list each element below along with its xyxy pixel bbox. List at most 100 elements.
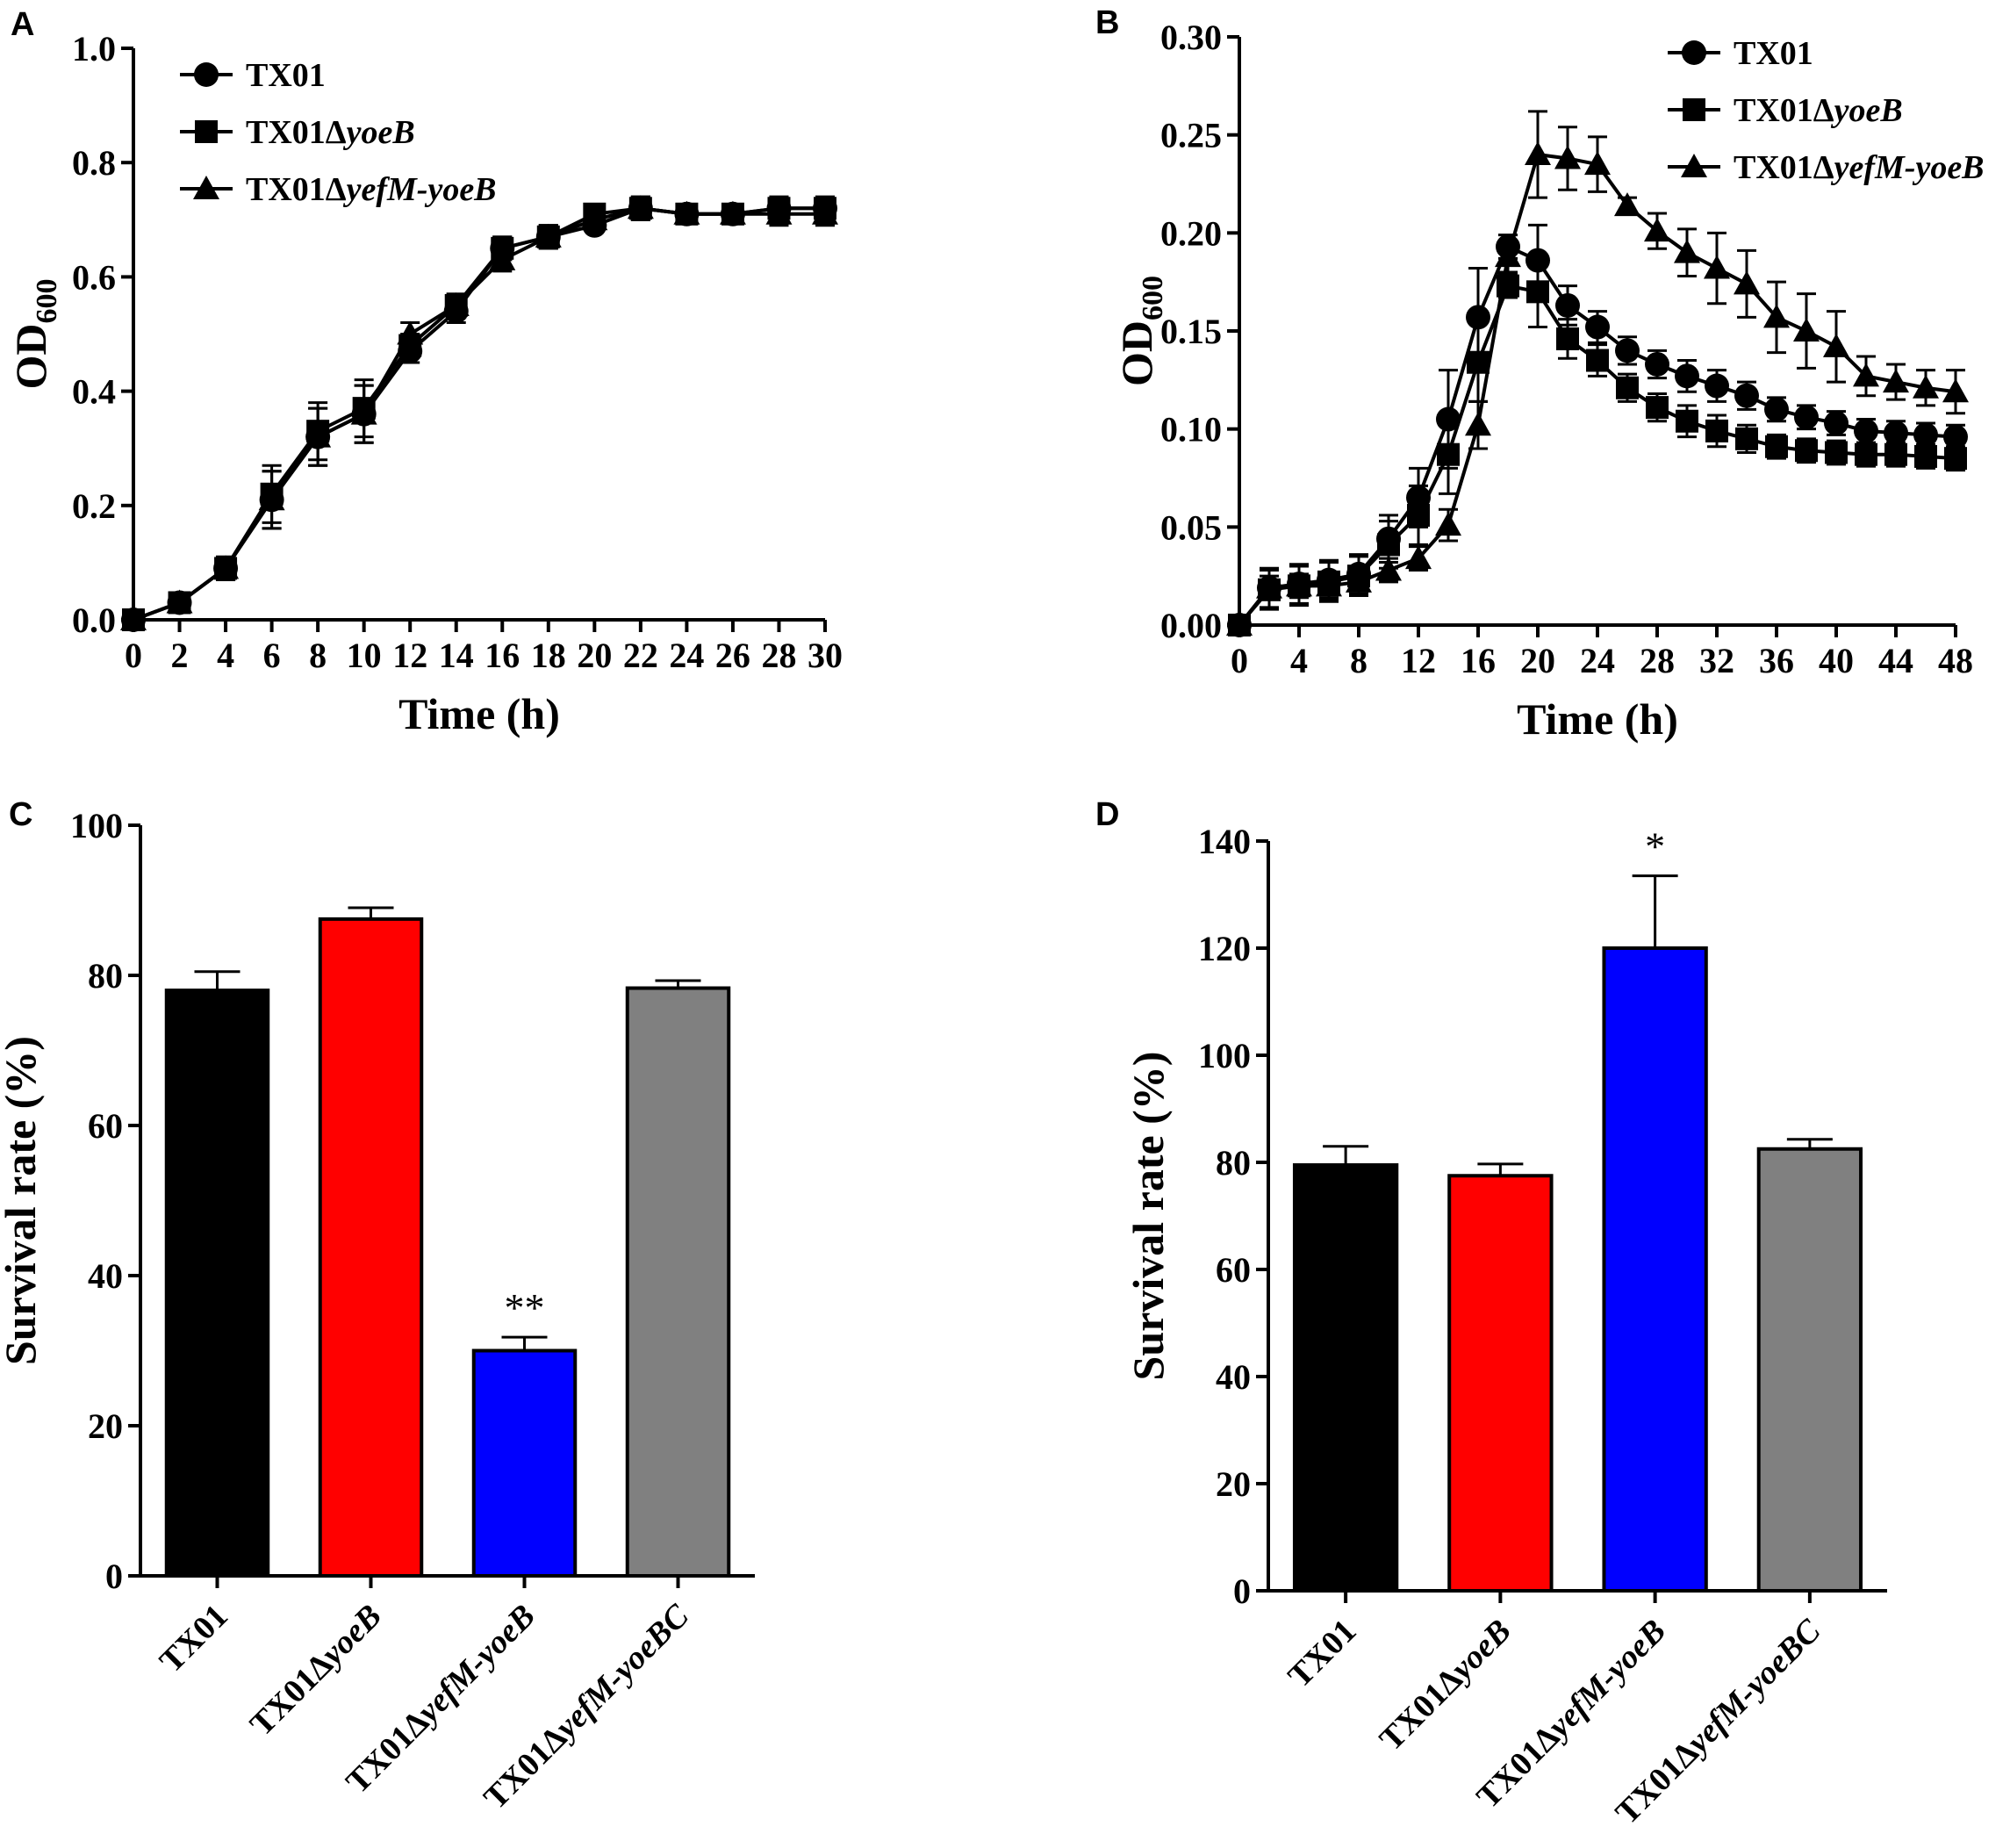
category-label: TX01: [1281, 1613, 1364, 1695]
legend-label: TX01: [246, 57, 326, 94]
data-point: [489, 246, 516, 270]
y-axis-label-subscript: 600: [1137, 276, 1169, 320]
panel-label: A: [11, 6, 34, 43]
data-point: [1226, 612, 1253, 636]
x-tick-label: 4: [1290, 641, 1308, 680]
category-label-italic: yefM-yoeB: [1539, 1613, 1673, 1747]
data-point: [1824, 410, 1848, 435]
y-axis-label: OD600: [6, 279, 63, 390]
x-tick-label: 20: [1520, 641, 1555, 680]
x-tick-label: 10: [347, 636, 382, 675]
category-label-plain: TX01Δ: [1469, 1718, 1567, 1816]
y-tick-label: 20: [88, 1406, 123, 1446]
x-tick-label: 0: [125, 636, 142, 675]
category-label-italic: yefM-yoeB: [546, 1614, 680, 1748]
y-tick-label: 120: [1198, 929, 1251, 968]
series-line: [1238, 152, 1956, 627]
bar: [625, 986, 731, 1578]
data-point: [1614, 192, 1640, 217]
category-label: TX01ΔyoeB: [243, 1598, 389, 1744]
y-tick-label: 0.20: [1160, 213, 1222, 253]
data-point: [305, 423, 332, 448]
y-tick-label: 60: [1216, 1250, 1251, 1290]
data-point: [1854, 418, 1878, 443]
x-tick-label: 2: [171, 636, 189, 675]
data-point: [1644, 218, 1670, 242]
y-tick-label: 0.15: [1160, 312, 1222, 351]
series-line: [133, 206, 825, 622]
data-point: [719, 200, 746, 225]
data-point: [1884, 421, 1908, 446]
y-tick-label: 0.8: [72, 143, 116, 183]
data-point: [1256, 574, 1282, 599]
bar: [1292, 1163, 1399, 1593]
x-tick-label: 4: [217, 636, 234, 675]
legend-marker: [195, 120, 218, 143]
legend-label-italic: yefM-yoeB: [343, 171, 497, 208]
x-tick-label: 28: [761, 636, 796, 675]
data-point: [1765, 435, 1788, 458]
category-label-plain: TX01: [153, 1598, 235, 1680]
data-point: [1793, 318, 1820, 342]
data-point: [1676, 409, 1698, 433]
y-tick-label: 40: [1216, 1357, 1251, 1397]
data-point: [1286, 572, 1312, 597]
category-label: TX01ΔyoeB: [1373, 1613, 1518, 1758]
data-point: [212, 555, 240, 579]
data-point: [350, 400, 377, 425]
bar: [1602, 946, 1708, 1593]
data-point: [1705, 419, 1728, 442]
data-point: [258, 486, 285, 511]
y-tick-label: 0.30: [1160, 18, 1222, 57]
data-point: [627, 195, 654, 219]
category-label-italic: yefM-yoeB: [407, 1598, 542, 1732]
legend-label-plain: TX01: [246, 57, 326, 94]
data-point: [1585, 314, 1610, 340]
panel-label: C: [9, 796, 32, 833]
data-point: [1674, 239, 1700, 263]
data-point: [1525, 141, 1551, 165]
legend-label: TX01ΔyefM-yoeB: [1734, 149, 1985, 186]
data-point: [1407, 503, 1430, 527]
data-point: [1944, 447, 1967, 471]
data-point: [1675, 363, 1699, 389]
y-tick-label: 20: [1216, 1464, 1251, 1504]
bar: [164, 989, 270, 1578]
legend-label: TX01: [1734, 35, 1813, 72]
x-tick-label: 40: [1819, 641, 1854, 680]
x-tick-label: 32: [1699, 641, 1734, 680]
y-tick-label: 80: [1216, 1143, 1251, 1183]
data-point: [1586, 349, 1609, 372]
y-tick-label: 0.10: [1160, 410, 1222, 449]
y-tick-label: 0.0: [72, 600, 116, 640]
series-2: [1226, 110, 1969, 636]
data-point: [1705, 373, 1729, 399]
data-point: [1556, 327, 1579, 350]
series-2: [120, 195, 838, 630]
significance-mark: **: [505, 1285, 545, 1330]
data-point: [1526, 280, 1549, 304]
data-point: [1377, 533, 1400, 557]
data-point: [1645, 351, 1669, 377]
legend-marker: [1682, 40, 1706, 65]
data-point: [120, 607, 147, 630]
y-tick-label: 100: [1198, 1036, 1251, 1075]
data-point: [1883, 369, 1909, 393]
data-point: [1734, 383, 1759, 408]
legend-label-italic: yefM-yoeB: [1831, 149, 1985, 186]
data-point: [1914, 444, 1937, 468]
y-tick-label: 0: [1233, 1571, 1251, 1611]
data-point: [1794, 405, 1819, 430]
legend-label-plain: TX01Δ: [1734, 92, 1834, 129]
legend-label-italic: yoeB: [1831, 92, 1903, 129]
data-point: [1615, 338, 1640, 363]
x-tick-label: 20: [577, 636, 612, 675]
bar: [318, 917, 424, 1578]
bar: [471, 1348, 578, 1578]
data-point: [1853, 363, 1879, 387]
panel-label: D: [1095, 796, 1119, 833]
bar: [1447, 1174, 1554, 1593]
data-point: [1495, 243, 1521, 268]
y-axis-label-main: OD: [6, 324, 55, 390]
x-tick-label: 48: [1938, 641, 1973, 680]
